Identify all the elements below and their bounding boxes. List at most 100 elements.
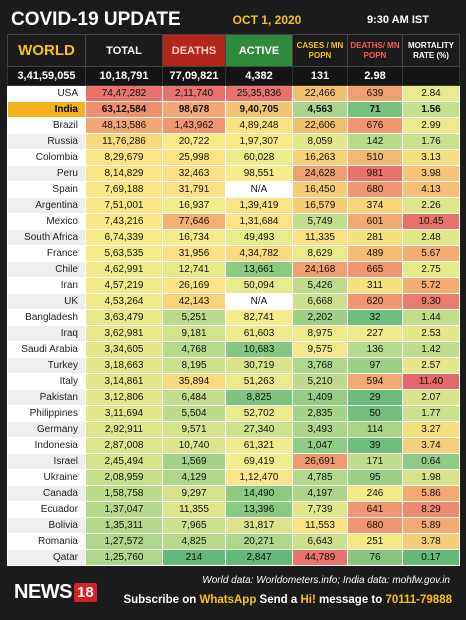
cell-deaths: 4,768 bbox=[162, 341, 226, 358]
top-bar: COVID-19 UPDATE OCT 1, 2020 9:30 AM IST bbox=[7, 6, 459, 34]
cell-deaths: 25,998 bbox=[162, 149, 226, 166]
cell-deaths-per-mn: 680 bbox=[347, 181, 403, 198]
country-name: Peru bbox=[7, 165, 86, 182]
cell-total-cases: 4,62,991 bbox=[85, 261, 163, 278]
country-name: Philippines bbox=[7, 405, 86, 422]
cell-deaths: 5,251 bbox=[162, 309, 226, 326]
header-row: WORLD TOTAL DEATHS ACTIVE CASES / MN POP… bbox=[7, 34, 460, 67]
cell-active: 13,396 bbox=[225, 501, 293, 518]
cell-deaths: 5,504 bbox=[162, 405, 226, 422]
cell-total-cases: 48,13,586 bbox=[85, 117, 163, 134]
cell-total-cases: 1,25,760 bbox=[85, 549, 163, 566]
cell-deaths: 9,571 bbox=[162, 421, 226, 438]
cell-total-cases: 2,92,911 bbox=[85, 421, 163, 438]
cell-mortality: 9.30 bbox=[402, 293, 460, 310]
cell-mortality: 1.44 bbox=[402, 309, 460, 326]
cell-total-cases: 11,76,286 bbox=[85, 133, 163, 150]
country-name: Turkey bbox=[7, 357, 86, 374]
cell-mortality: 3.74 bbox=[402, 437, 460, 454]
table-row: Italy 3,14,861 35,894 51,263 5,210 594 11.40 bbox=[7, 373, 460, 390]
cell-active: 4,34,782 bbox=[225, 245, 293, 262]
country-name: Germany bbox=[7, 421, 86, 438]
cell-mortality: 5.86 bbox=[402, 485, 460, 502]
country-name: Bolivia bbox=[7, 517, 86, 534]
cell-cases-per-mn: 4,563 bbox=[292, 101, 348, 118]
cell-mortality: 4.13 bbox=[402, 181, 460, 198]
country-name: Chile bbox=[7, 261, 86, 278]
cell-deaths: 4,825 bbox=[162, 533, 226, 550]
cell-total-cases: 4,53,264 bbox=[85, 293, 163, 310]
world-deaths-per-mn: 131 bbox=[292, 66, 348, 86]
cell-deaths: 9,181 bbox=[162, 325, 226, 342]
country-name: Saudi Arabia bbox=[7, 341, 86, 358]
cell-total-cases: 2,87,008 bbox=[85, 437, 163, 454]
table-row: Ecuador 1,37,047 11,355 13,396 7,739 641 8.29 bbox=[7, 501, 460, 518]
table-row: Germany 2,92,911 9,571 27,340 3,493 114 3.27 bbox=[7, 421, 460, 438]
whatsapp-number: 70111-79888 bbox=[385, 594, 452, 606]
cell-total-cases: 63,12,584 bbox=[85, 101, 163, 118]
country-name: Romania bbox=[7, 533, 86, 550]
cell-deaths: 26,169 bbox=[162, 277, 226, 294]
cell-deaths: 214 bbox=[162, 549, 226, 566]
cell-total-cases: 1,27,572 bbox=[85, 533, 163, 550]
country-name: Iran bbox=[7, 277, 86, 294]
cell-deaths-per-mn: 489 bbox=[347, 245, 403, 262]
table-row: Canada 1,58,758 9,297 14,490 4,197 246 5.86 bbox=[7, 485, 460, 502]
table-row: Philippines 3,11,694 5,504 52,702 2,835 50 1.7… bbox=[7, 405, 460, 422]
cell-total-cases: 5,63,535 bbox=[85, 245, 163, 262]
cell-deaths: 12,741 bbox=[162, 261, 226, 278]
cell-mortality: 11.40 bbox=[402, 373, 460, 390]
cell-total-cases: 8,29,679 bbox=[85, 149, 163, 166]
cell-active: 50,094 bbox=[225, 277, 293, 294]
cell-deaths: 31,956 bbox=[162, 245, 226, 262]
cell-deaths-per-mn: 680 bbox=[347, 517, 403, 534]
cell-deaths-per-mn: 97 bbox=[347, 357, 403, 374]
table-row: Spain 7,69,188 31,791 N/A 16,450 680 4.13 bbox=[7, 181, 460, 198]
header-deaths: DEATHS bbox=[162, 34, 226, 67]
cell-cases-per-mn: 9,575 bbox=[292, 341, 348, 358]
cell-total-cases: 3,34,605 bbox=[85, 341, 163, 358]
table-row: Bolivia 1,35,311 7,965 31,817 11,553 680 5.89 bbox=[7, 517, 460, 534]
cell-cases-per-mn: 8,975 bbox=[292, 325, 348, 342]
cell-deaths: 32,463 bbox=[162, 165, 226, 182]
cell-active: 1,31,684 bbox=[225, 213, 293, 230]
table-row: Brazil 48,13,586 1,43,962 4,89,248 22,606 676… bbox=[7, 117, 460, 134]
cell-deaths: 6,484 bbox=[162, 389, 226, 406]
country-name: Bangladesh bbox=[7, 309, 86, 326]
cell-cases-per-mn: 4,785 bbox=[292, 469, 348, 486]
cell-active: 8,825 bbox=[225, 389, 293, 406]
cell-cases-per-mn: 24,168 bbox=[292, 261, 348, 278]
cell-cases-per-mn: 8,629 bbox=[292, 245, 348, 262]
cell-active: 13,661 bbox=[225, 261, 293, 278]
cell-cases-per-mn: 16,579 bbox=[292, 197, 348, 214]
cell-total-cases: 7,43,216 bbox=[85, 213, 163, 230]
country-name: France bbox=[7, 245, 86, 262]
cell-deaths-per-mn: 114 bbox=[347, 421, 403, 438]
table-row: Peru 8,14,829 32,463 98,551 24,628 981 3.98 bbox=[7, 165, 460, 182]
cell-deaths-per-mn: 32 bbox=[347, 309, 403, 326]
world-spacer bbox=[402, 66, 460, 86]
cell-mortality: 8.29 bbox=[402, 501, 460, 518]
cell-cases-per-mn: 3,493 bbox=[292, 421, 348, 438]
cell-active: 61,603 bbox=[225, 325, 293, 342]
cell-active: 25,35,836 bbox=[225, 85, 293, 102]
cell-total-cases: 2,08,959 bbox=[85, 469, 163, 486]
cell-mortality: 0.64 bbox=[402, 453, 460, 470]
cell-deaths-per-mn: 76 bbox=[347, 549, 403, 566]
cell-deaths: 4,129 bbox=[162, 469, 226, 486]
cell-active: 1,12,470 bbox=[225, 469, 293, 486]
cell-total-cases: 74,47,282 bbox=[85, 85, 163, 102]
cell-deaths-per-mn: 510 bbox=[347, 149, 403, 166]
country-name: Israel bbox=[7, 453, 86, 470]
cell-cases-per-mn: 6,643 bbox=[292, 533, 348, 550]
cell-total-cases: 7,51,001 bbox=[85, 197, 163, 214]
cell-active: 27,340 bbox=[225, 421, 293, 438]
world-total-deaths: 10,18,791 bbox=[85, 66, 163, 86]
cell-cases-per-mn: 8,059 bbox=[292, 133, 348, 150]
cell-deaths: 77,646 bbox=[162, 213, 226, 230]
country-name: Qatar bbox=[7, 549, 86, 566]
cell-deaths-per-mn: 620 bbox=[347, 293, 403, 310]
cell-mortality: 2.75 bbox=[402, 261, 460, 278]
cell-active: 51,263 bbox=[225, 373, 293, 390]
table-row: Romania 1,27,572 4,825 20,271 6,643 251 3.78 bbox=[7, 533, 460, 550]
